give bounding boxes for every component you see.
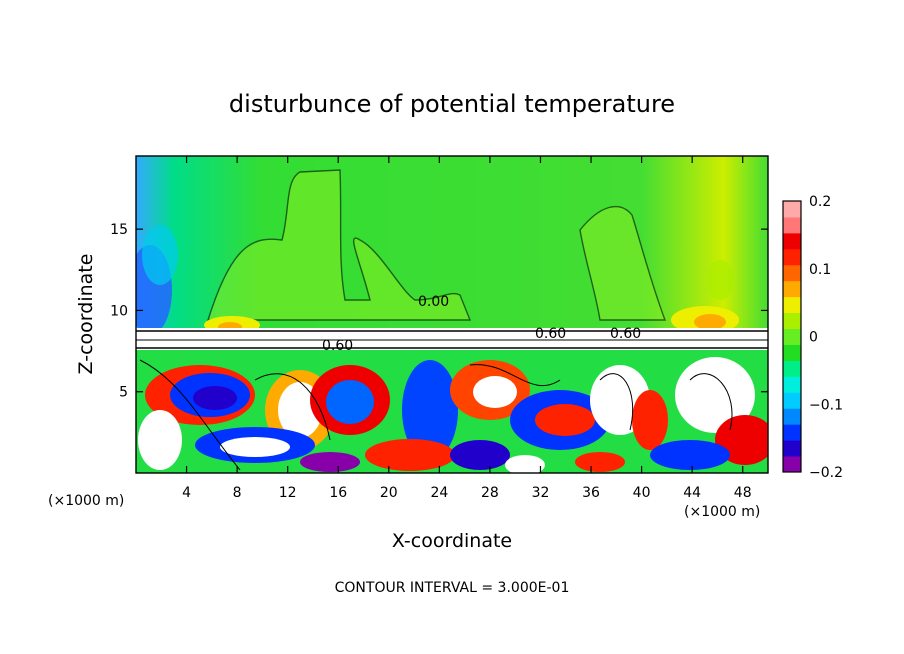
y-axis: 5 10 15 [110, 222, 768, 401]
colorbar-swatch [783, 424, 801, 441]
contour-label-4: 0.60 [610, 326, 641, 342]
x-tick-label: 48 [734, 485, 752, 501]
y-tick-label: 10 [110, 303, 128, 319]
colorbar-swatch [783, 376, 801, 393]
colorbar-tick-label: −0.1 [809, 397, 843, 413]
colorbar-swatch [783, 296, 801, 314]
colorbar-swatch [783, 328, 801, 345]
colorbar: 0.2 0.1 0 −0.1 −0.2 [782, 194, 843, 481]
x-tick-label: 16 [329, 485, 347, 501]
colorbar-swatch [783, 344, 801, 361]
colorbar-frame [782, 200, 802, 473]
colorbar-tick-label: 0.1 [809, 262, 831, 278]
contour-label-2: 0.60 [535, 326, 566, 342]
contour-interval-footer: CONTOUR INTERVAL = 3.000E-01 [335, 580, 570, 596]
colorbar-swatch [783, 201, 801, 218]
plot-frame [135, 155, 769, 474]
y-axis-label: Z-coordinate [75, 254, 97, 375]
x-tick-label: 4 [182, 485, 191, 501]
x-tick-label: 32 [532, 485, 550, 501]
colorbar-swatch [783, 440, 801, 457]
y-tick-label: 15 [110, 222, 128, 238]
x-tick-label: 12 [279, 485, 297, 501]
colorbar-swatch [783, 360, 801, 377]
x-unit-label-right: (×1000 m) [684, 504, 760, 520]
chart-title: disturbunce of potential temperature [229, 90, 675, 118]
colorbar-tick-label: −0.2 [809, 465, 843, 481]
x-tick-label: 28 [481, 485, 499, 501]
colorbar-swatch [783, 264, 801, 282]
x-tick-label: 36 [582, 485, 600, 501]
heatmap-field [136, 156, 768, 473]
colorbar-swatch [783, 312, 801, 330]
x-tick-label: 40 [633, 485, 651, 501]
colorbar-swatch [783, 408, 801, 425]
x-tick-label: 44 [683, 485, 701, 501]
colorbar-tick-label: 0.2 [809, 194, 831, 210]
contour-label-1: 0.00 [418, 294, 449, 310]
x-tick-label: 24 [430, 485, 448, 501]
x-axis-label: X-coordinate [392, 530, 512, 552]
x-unit-label-left: (×1000 m) [48, 493, 124, 509]
colorbar-swatch [783, 456, 801, 473]
y-tick-label: 5 [119, 385, 128, 401]
colorbar-swatch [783, 216, 801, 234]
x-tick-label: 20 [380, 485, 398, 501]
colorbar-swatch [783, 248, 801, 266]
colorbar-swatch [783, 280, 801, 298]
colorbar-swatch [783, 232, 801, 250]
x-axis: 4 8 12 16 20 24 28 32 36 40 44 48 [182, 156, 752, 501]
contour-label-3: 0.60 [322, 338, 353, 354]
colorbar-tick-label: 0 [809, 330, 818, 346]
x-tick-label: 8 [233, 485, 242, 501]
colorbar-swatch [783, 392, 801, 409]
